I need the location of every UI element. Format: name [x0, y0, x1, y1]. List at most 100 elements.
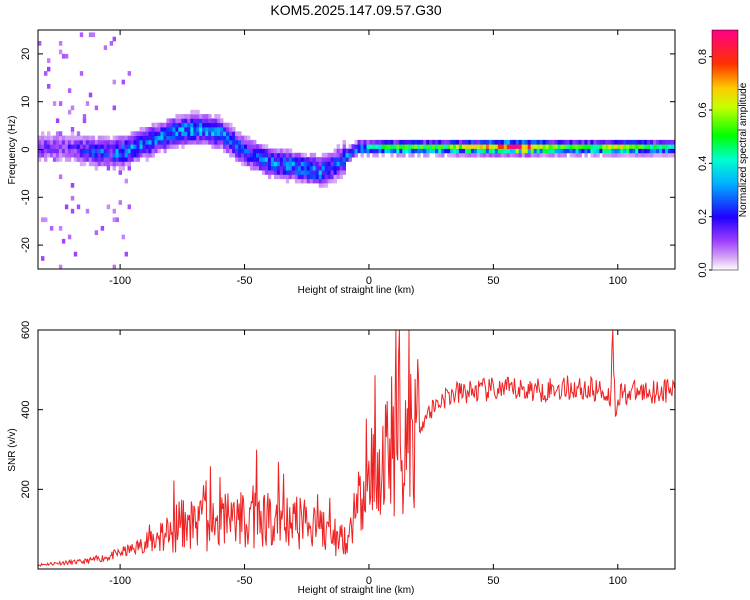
y-tick-label: -10 — [20, 189, 32, 205]
spectrogram-cell — [166, 131, 170, 136]
spectrogram-cell — [276, 165, 281, 171]
spectrogram-cell — [82, 135, 87, 141]
spectrogram-cell — [256, 165, 260, 171]
spectrogram-cell — [261, 165, 266, 171]
spectrogram-cell — [494, 144, 499, 149]
spectrogram-cell — [238, 148, 242, 154]
spectrogram-cell — [288, 157, 293, 162]
x-tick-label: 0 — [366, 575, 372, 587]
spectrogram-cell — [127, 71, 131, 76]
spectrogram-cell — [324, 165, 329, 171]
spectrogram-cell — [542, 148, 546, 154]
spectrogram-cell — [211, 118, 215, 124]
spectrogram-cells — [38, 32, 675, 269]
spectrogram-cell — [527, 148, 532, 154]
spectrogram-cell — [52, 152, 57, 158]
spectrogram-cell — [494, 139, 499, 145]
spectrogram-cell — [67, 148, 72, 154]
spectrogram-cell — [554, 148, 558, 154]
spectrogram-cell — [671, 148, 675, 154]
spectrogram-cell — [106, 161, 111, 167]
spectrogram-cell — [584, 139, 588, 145]
spectrogram-cell — [584, 148, 588, 154]
spectrogram-cell — [196, 135, 200, 141]
spectrogram-x-ticks: -100 -50 0 50 100 — [109, 30, 627, 287]
spectrogram-cell — [264, 148, 269, 154]
spectrogram-cell — [247, 135, 251, 141]
spectrogram-cell — [259, 152, 263, 158]
spectrogram-cell — [181, 118, 185, 124]
spectrogram-cell — [241, 144, 245, 149]
spectrogram-cell — [202, 127, 206, 132]
spectrogram-cell — [336, 157, 340, 162]
spectrogram-cell — [366, 139, 370, 145]
spectrogram-cell — [336, 148, 340, 154]
spectrogram-cell — [447, 139, 451, 145]
spectrogram-cell — [270, 157, 275, 162]
spectrogram-cell — [82, 157, 87, 162]
spectrogram-cell — [79, 148, 84, 154]
spectrogram-cell — [623, 139, 627, 145]
spectrogram-cell — [100, 161, 105, 167]
spectrogram-cell — [91, 161, 96, 167]
spectrogram-cell — [518, 144, 523, 149]
spectrogram-cell — [524, 139, 529, 145]
spectrogram-cell — [453, 148, 457, 154]
spectrogram-cell — [244, 157, 248, 162]
spectrogram-cell — [491, 139, 496, 145]
spectrogram-cell — [354, 144, 358, 149]
spectrogram-cell — [444, 139, 448, 145]
spectrogram-cell — [261, 170, 266, 175]
spectrogram-cell — [459, 148, 463, 154]
spectrogram-cell — [545, 152, 549, 158]
spectrogram-cell — [196, 109, 200, 115]
spectrogram-cell — [342, 139, 346, 145]
spectrogram-cell — [641, 152, 645, 158]
spectrogram-cell — [264, 157, 269, 162]
spectrogram-cell — [435, 144, 439, 149]
spectrogram-cell — [348, 152, 352, 158]
spectrogram-cell — [148, 135, 152, 141]
spectrogram-cell — [85, 135, 90, 141]
spectrogram-cell — [312, 161, 317, 167]
spectrogram-cell — [100, 226, 105, 231]
spectrogram-cell — [378, 139, 382, 145]
spectrogram-cell — [336, 165, 340, 171]
spectrogram-cell — [342, 170, 346, 175]
spectrogram-cell — [426, 144, 430, 149]
spectrogram-cell — [160, 144, 164, 149]
spectrogram-cell — [270, 165, 275, 171]
spectrogram-cell — [468, 152, 472, 158]
spectrogram-cell — [145, 139, 149, 145]
spectrogram-cell — [55, 139, 60, 145]
spectrogram-cell — [342, 148, 346, 154]
spectrogram-cell — [163, 131, 167, 136]
spectrogram-cell — [557, 148, 561, 154]
spectrogram-cell — [503, 148, 508, 154]
spectrogram-cell — [524, 152, 529, 158]
spectrogram-cell — [656, 139, 660, 145]
spectrogram-cell — [133, 131, 137, 136]
spectrogram-cell — [608, 139, 612, 145]
spectrogram-cell — [390, 152, 394, 158]
spectrogram-cell — [309, 178, 314, 184]
spectrogram-cell — [175, 122, 179, 128]
spectrogram-cell — [482, 148, 487, 154]
x-tick-label: 100 — [609, 575, 627, 587]
x-tick-label: -100 — [109, 575, 131, 587]
spectrogram-cell — [438, 144, 442, 149]
spectrogram-cell — [145, 152, 149, 158]
spectrogram-cell — [100, 152, 105, 158]
spectrogram-cell — [58, 135, 63, 141]
spectrogram-cell — [70, 152, 75, 158]
spectrogram-cell — [465, 148, 469, 154]
spectrogram-cell — [259, 165, 263, 171]
spectrogram-cell — [253, 157, 257, 162]
spectrogram-cell — [324, 152, 329, 158]
spectrogram-cell — [638, 139, 642, 145]
spectrogram-cell — [294, 165, 299, 171]
spectrogram-cell — [324, 174, 329, 180]
spectrogram-cell — [97, 161, 102, 167]
spectrogram-cell — [438, 152, 442, 158]
spectrogram-cell — [578, 148, 582, 154]
